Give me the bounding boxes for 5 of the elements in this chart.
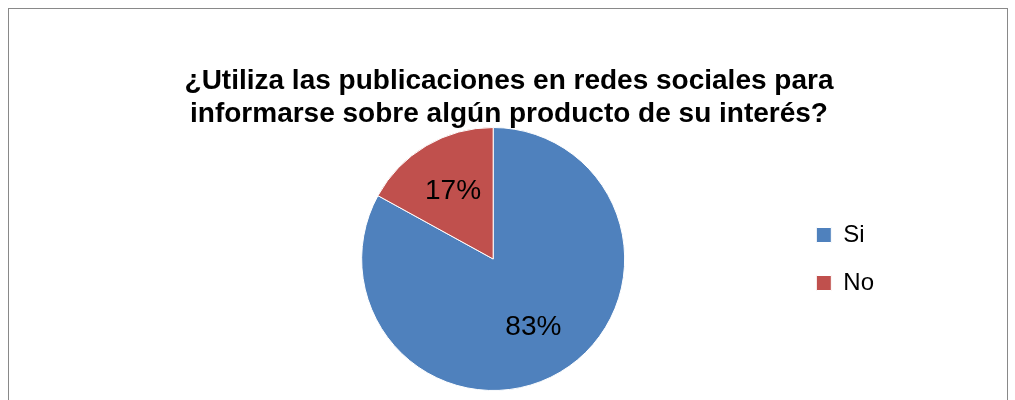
data-label: 83% (505, 309, 562, 341)
data-label: 17% (424, 173, 482, 205)
chart-title: ¿Utiliza las publicaciones en redes sociales para informarse sobre algún producto de su interés? (183, 63, 835, 129)
legend-label: Si (843, 219, 865, 247)
legend-label: No (843, 267, 875, 295)
